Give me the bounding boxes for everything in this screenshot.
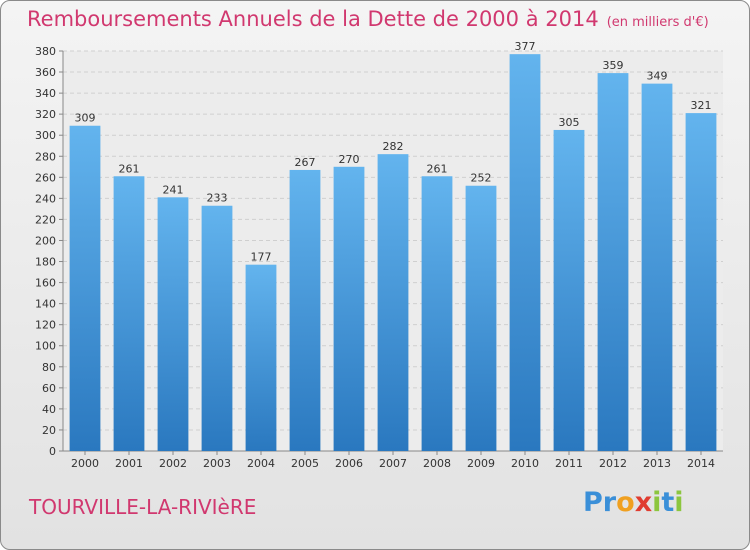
bar <box>553 129 585 451</box>
bar <box>69 125 101 451</box>
logo-letter: i <box>652 487 662 518</box>
bar <box>157 197 189 451</box>
bar <box>289 169 321 451</box>
x-tick-label: 2003 <box>203 457 231 470</box>
bar-value-label: 261 <box>427 162 448 175</box>
bar <box>333 166 365 451</box>
y-tick-label: 160 <box>35 277 56 290</box>
bar <box>465 185 497 451</box>
x-tick-label: 2004 <box>247 457 275 470</box>
bar-value-label: 349 <box>647 70 668 83</box>
commune-name: TOURVILLE-LA-RIVIèRE <box>29 495 257 519</box>
y-tick-label: 80 <box>42 361 56 374</box>
y-tick-label: 120 <box>35 319 56 332</box>
bar-value-label: 377 <box>515 40 536 53</box>
bar <box>641 83 673 451</box>
x-tick-label: 2010 <box>511 457 539 470</box>
y-tick-label: 100 <box>35 340 56 353</box>
y-tick-label: 140 <box>35 298 56 311</box>
y-tick-label: 240 <box>35 192 56 205</box>
x-tick-label: 2011 <box>555 457 583 470</box>
bar <box>421 176 453 451</box>
y-tick-label: 20 <box>42 424 56 437</box>
bar-value-label: 270 <box>339 153 360 166</box>
x-tick-label: 2009 <box>467 457 495 470</box>
logo-letter: o <box>616 487 635 518</box>
x-tick-label: 2005 <box>291 457 319 470</box>
logo-letter: r <box>602 487 617 518</box>
bar <box>377 154 409 451</box>
chart-title-block: Remboursements Annuels de la Dette de 20… <box>27 7 709 31</box>
y-tick-label: 320 <box>35 108 56 121</box>
bar-value-label: 177 <box>251 251 272 264</box>
y-tick-label: 280 <box>35 150 56 163</box>
bar-value-label: 261 <box>119 162 140 175</box>
x-tick-label: 2013 <box>643 457 671 470</box>
logo-letter: i <box>674 487 684 518</box>
bar <box>113 176 145 451</box>
x-tick-label: 2007 <box>379 457 407 470</box>
x-tick-label: 2001 <box>115 457 143 470</box>
bar <box>685 113 717 452</box>
y-tick-label: 200 <box>35 234 56 247</box>
y-tick-label: 180 <box>35 256 56 269</box>
y-tick-label: 260 <box>35 171 56 184</box>
bar <box>597 73 629 452</box>
x-tick-label: 2012 <box>599 457 627 470</box>
bar <box>509 54 541 451</box>
chart-unit-note: (en milliers d'€) <box>606 15 709 30</box>
bar-value-label: 305 <box>559 116 580 129</box>
bar <box>245 264 277 451</box>
x-tick-label: 2008 <box>423 457 451 470</box>
y-tick-label: 340 <box>35 87 56 100</box>
bar-value-label: 252 <box>471 172 492 185</box>
x-tick-label: 2014 <box>687 457 715 470</box>
y-tick-label: 380 <box>35 45 56 58</box>
y-tick-label: 60 <box>42 382 56 395</box>
y-tick-label: 40 <box>42 403 56 416</box>
bar-value-label: 309 <box>75 112 96 125</box>
logo-letter: P <box>583 487 603 518</box>
bar-value-label: 321 <box>691 99 712 112</box>
proxiti-logo: Proxiti <box>583 487 684 518</box>
x-tick-label: 2002 <box>159 457 187 470</box>
y-tick-label: 0 <box>49 445 56 458</box>
x-tick-label: 2000 <box>71 457 99 470</box>
bar <box>201 205 233 451</box>
x-tick-label: 2006 <box>335 457 363 470</box>
bar-value-label: 359 <box>603 59 624 72</box>
y-tick-label: 360 <box>35 66 56 79</box>
bar-value-label: 241 <box>163 183 184 196</box>
bar-value-label: 267 <box>295 156 316 169</box>
bar-value-label: 282 <box>383 140 404 153</box>
logo-letter: t <box>661 487 675 518</box>
chart-title: Remboursements Annuels de la Dette de 20… <box>27 7 599 31</box>
y-tick-label: 220 <box>35 213 56 226</box>
bar-value-label: 233 <box>207 192 228 205</box>
logo-letter: x <box>634 487 653 518</box>
y-tick-label: 300 <box>35 129 56 142</box>
